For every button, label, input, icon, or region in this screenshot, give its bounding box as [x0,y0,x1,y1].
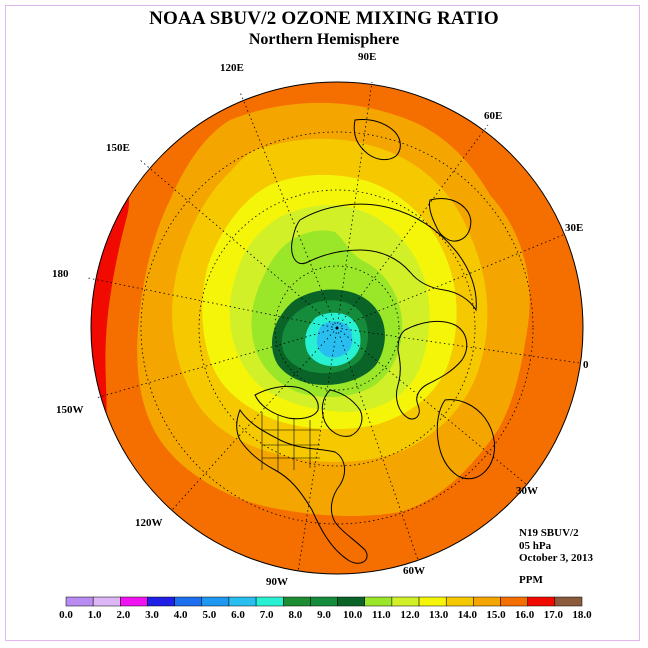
colorbar-tick-label: 2.0 [116,609,131,621]
lon-label-120e: 120E [220,62,244,74]
info-block: N19 SBUV/2 05 hPa October 3, 2013 [519,527,593,565]
colorbar-tick-label: 10.0 [343,609,363,621]
colorbar-tick-label: 13.0 [429,609,449,621]
colorbar-swatch [473,596,501,607]
colorbar-swatch [337,596,365,607]
lon-label-90w: 90W [266,576,288,588]
colorbar-tick-label: 6.0 [231,609,245,621]
latitude-circle-0 [140,131,534,525]
meridian-30w [336,327,527,485]
colorbar-tick-label: 16.0 [515,609,535,621]
meridian-120w [171,327,338,511]
chart-title: NOAA SBUV/2 OZONE MIXING RATIO [149,8,499,29]
meridian-120e [239,91,338,329]
colorbar-swatch [418,596,447,607]
map-boundary [90,81,584,575]
meridian-150w [95,327,338,399]
lon-label-150w: 150W [56,404,84,416]
colorbar-swatch [147,596,175,607]
colorbar-swatch [364,596,393,607]
colorbar-swatch [201,596,230,607]
colorbar-tick-label: 11.0 [372,609,391,621]
coastline-north-america [236,408,368,564]
colorbar-tick-label: 12.0 [400,609,420,621]
meridian-60w [336,327,419,561]
colorbar-swatch [500,596,528,607]
colorbar-swatch [391,596,420,607]
colorbar-swatch [527,596,556,607]
colorbar-swatch [65,596,94,607]
lon-label-0: 0 [583,359,589,371]
colorbar-tick-label: 5.0 [202,609,217,621]
graticule [87,81,581,573]
colorbar-tick-label: 9.0 [317,609,331,621]
colorbar-swatch [445,596,474,607]
pressure-level-label: 05 hPa [519,539,552,552]
colorbar-tick-label: 18.0 [572,609,592,621]
coastline-africa [436,399,496,480]
coastline-greenland [321,389,363,437]
band-6 [316,321,353,358]
meridian-90e [336,81,373,329]
colorbar-tick-label: 14.0 [457,609,477,621]
colorbar-tick-label: 0.0 [59,609,73,621]
meridian-90w [297,327,338,573]
coastline-canada-arctic [254,385,319,420]
colorbar-swatch [310,596,338,607]
colorbar-tick-label: 7.0 [259,609,274,621]
colorbar-swatch [92,596,121,607]
coastline-europe [395,320,468,420]
lon-label-180: 180 [52,268,69,280]
colorbar-tick-label: 1.0 [87,609,102,621]
colorbar-tick-label: 4.0 [173,609,188,621]
meridian-30e [336,234,564,329]
instrument-label: N19 SBUV/2 [519,527,579,539]
coastline-se-asia [353,119,401,161]
colorbar-swatch [228,596,257,607]
lon-label-90e: 90E [358,51,377,63]
lon-label-60e: 60E [484,110,503,122]
colorbar-swatch [255,596,284,607]
colorbar-tick-label: 8.0 [288,609,303,621]
colorbar-swatch [120,596,148,607]
lon-label-120w: 120W [135,517,163,529]
latitude-circle-60 [274,265,400,391]
colorbar-swatch [174,596,203,607]
lon-label-30w: 30W [516,485,538,497]
meridian-0 [336,327,581,364]
lon-label-150e: 150E [106,142,130,154]
colorbar-tick-label: 15.0 [486,609,506,621]
date-label: October 3, 2013 [519,552,594,564]
us-state-borders [261,412,320,472]
meridian-60e [336,124,489,329]
colorbar-swatch [554,596,583,607]
lon-label-60w: 60W [403,565,425,577]
figure-frame [5,5,640,641]
lon-label-30e: 30E [565,222,584,234]
colorbar-swatch [283,596,311,607]
coastline-india [429,198,472,242]
chart-subtitle: Northern Hemisphere [248,31,400,48]
colorbar [65,596,583,607]
latitude-circle-30 [198,189,476,467]
meridian-180 [87,277,338,329]
units-label: PPM [519,574,543,586]
colorbar-tick-label: 17.0 [543,609,563,621]
colorbar-tick-label: 3.0 [145,609,159,621]
